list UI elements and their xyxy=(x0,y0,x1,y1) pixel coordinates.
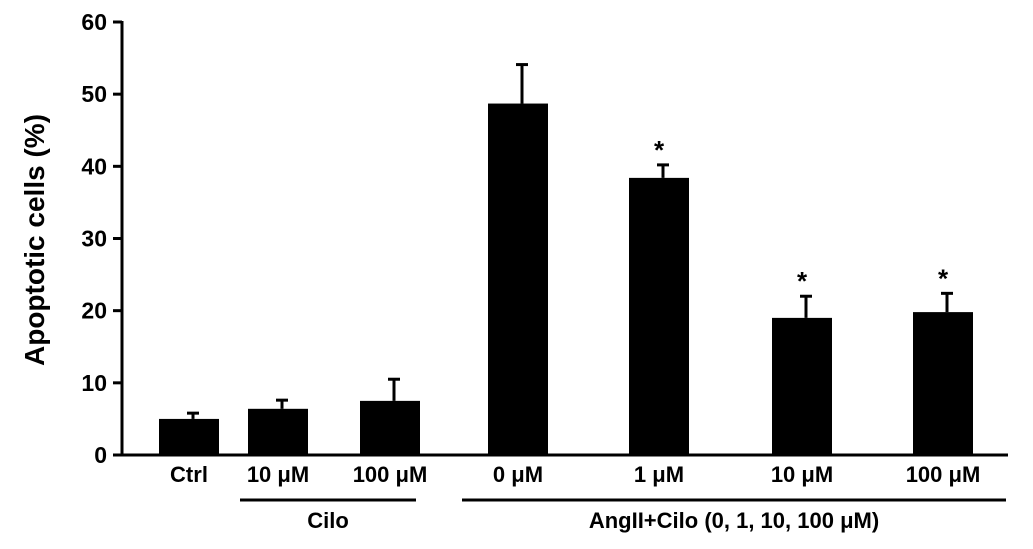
significance-mark: * xyxy=(938,263,949,293)
significance-mark: * xyxy=(654,135,665,165)
x-tick-label: 100 μM xyxy=(353,462,428,487)
bar xyxy=(248,408,308,455)
x-tick-label: 1 μM xyxy=(634,462,684,487)
bar xyxy=(159,418,219,455)
y-tick-label: 30 xyxy=(81,226,107,252)
bar xyxy=(360,400,420,455)
y-axis: 0 10 20 30 40 50 60 xyxy=(81,9,124,468)
y-tick-label: 20 xyxy=(81,298,107,324)
x-tick-label: Ctrl xyxy=(170,462,208,487)
group-label: Cilo xyxy=(307,508,349,533)
x-tick-label: 10 μM xyxy=(247,462,309,487)
x-tick-label: 0 μM xyxy=(493,462,543,487)
x-tick-label: 100 μM xyxy=(906,462,981,487)
y-axis-label: Apoptotic cells (%) xyxy=(19,114,50,366)
bar xyxy=(913,312,973,455)
y-tick-label: 0 xyxy=(94,442,107,468)
group-label: AngII+Cilo (0, 1, 10, 100 μM) xyxy=(589,508,879,533)
bar xyxy=(488,103,548,455)
bar xyxy=(629,177,689,455)
bar xyxy=(772,317,832,455)
y-tick-label: 40 xyxy=(81,153,107,179)
y-tick-label: 10 xyxy=(81,370,107,396)
significance-mark: * xyxy=(797,266,808,296)
y-tick-label: 50 xyxy=(81,81,107,107)
bars: Ctrl 10 μM 100 μM 0 μM * 1 μM * 10 μM * 100 μM xyxy=(159,63,981,487)
group-labels: Cilo AngII+Cilo (0, 1, 10, 100 μM) xyxy=(240,498,1006,533)
y-tick-label: 60 xyxy=(81,9,107,35)
x-tick-label: 10 μM xyxy=(771,462,833,487)
